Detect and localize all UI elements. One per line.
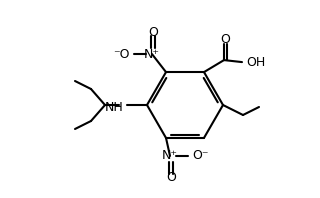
Text: N⁺: N⁺ <box>162 149 178 162</box>
Text: N⁺: N⁺ <box>144 48 160 61</box>
Text: O: O <box>166 171 176 184</box>
Text: NH: NH <box>104 101 123 113</box>
Text: O⁻: O⁻ <box>192 149 209 162</box>
Text: O: O <box>148 26 158 39</box>
Text: O: O <box>220 33 230 46</box>
Text: ⁻O: ⁻O <box>114 48 130 61</box>
Text: OH: OH <box>246 56 265 69</box>
